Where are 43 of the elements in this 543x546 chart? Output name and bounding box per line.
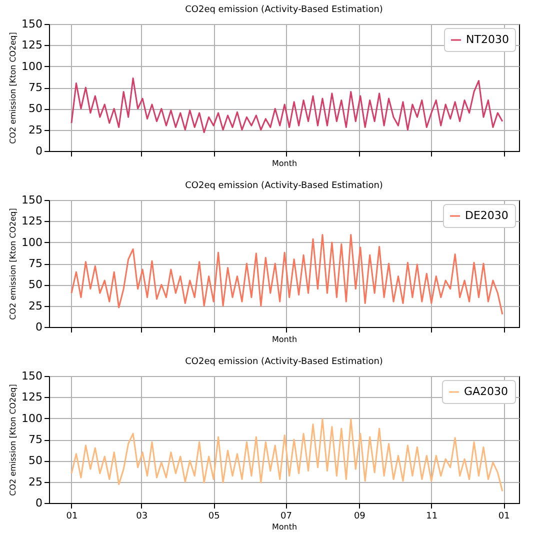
y-tick-label: 150 <box>22 194 42 206</box>
y-tick-label: 50 <box>28 102 42 116</box>
x-axis-title: Month <box>272 159 298 168</box>
y-tick-label: 75 <box>28 81 42 94</box>
chart-title: CO2eq emission (Activity-Based Estimation) <box>185 181 383 191</box>
y-tick-label: 50 <box>28 278 42 292</box>
legend-label: NT2030 <box>466 33 509 46</box>
chart-title: CO2eq emission (Activity-Based Estimation) <box>185 5 383 15</box>
y-axis-title: CO2 emission [Kton CO2eq] <box>8 32 18 144</box>
x-tick-label: 01 <box>498 512 510 522</box>
x-tick-label: 11 <box>426 512 438 522</box>
y-tick-label: 150 <box>22 18 42 30</box>
legend-label: DE2030 <box>465 209 508 222</box>
y-tick-label: 0 <box>36 496 42 510</box>
line-series <box>70 418 504 492</box>
line-series <box>70 77 504 134</box>
y-tick-label: 150 <box>22 370 42 382</box>
y-tick-label: 125 <box>22 38 42 52</box>
y-tick-label: 100 <box>22 412 42 425</box>
x-tick-label: 05 <box>208 512 220 522</box>
y-tick-label: 125 <box>22 390 42 404</box>
y-tick-label: 125 <box>22 214 42 228</box>
y-tick-label: 75 <box>28 257 42 270</box>
x-tick-label: 07 <box>280 512 292 522</box>
y-tick-label: 100 <box>22 60 42 73</box>
legend-label: GA2030 <box>464 385 508 398</box>
y-tick-label: 75 <box>28 433 42 446</box>
y-tick-label: 0 <box>36 144 42 158</box>
y-tick-label: 100 <box>22 236 42 249</box>
line-series <box>70 234 504 316</box>
x-tick-label: 03 <box>136 512 148 522</box>
x-tick-label: 09 <box>354 512 366 522</box>
x-axis-title: Month <box>272 335 298 344</box>
y-tick-label: 25 <box>28 475 42 488</box>
y-axis-title: CO2 emission [Kton CO2eq] <box>8 384 18 496</box>
x-tick-label: 01 <box>66 512 78 522</box>
y-axis-title: CO2 emission [Kton CO2eq] <box>8 208 18 320</box>
chart-title: CO2eq emission (Activity-Based Estimation) <box>185 357 383 367</box>
y-tick-label: 25 <box>28 299 42 312</box>
y-tick-label: 25 <box>28 123 42 136</box>
x-axis-title: Month <box>272 522 298 532</box>
y-tick-label: 0 <box>36 320 42 334</box>
y-tick-label: 50 <box>28 454 42 468</box>
